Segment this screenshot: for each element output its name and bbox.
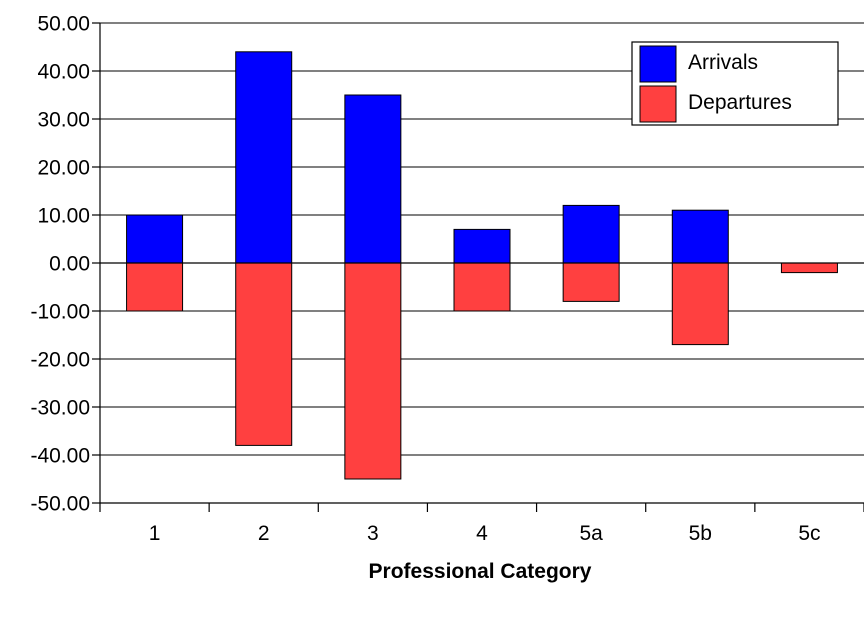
bar-arrivals-5a — [562, 204, 620, 264]
y-tick-label: 20.00 — [37, 157, 90, 180]
legend: Arrivals Departures — [631, 41, 839, 126]
legend-label-arrivals: Arrivals — [688, 51, 758, 74]
x-tick-label: 1 — [149, 522, 161, 545]
x-tick-labels: 1 2 3 4 5a 5b 5c — [149, 522, 821, 545]
bar-departures-5c — [780, 262, 838, 274]
y-tick-label: -10.00 — [30, 301, 90, 324]
bar-arrivals-5b — [671, 209, 729, 264]
y-tick-label: -50.00 — [30, 493, 90, 516]
y-tick-label: 50.00 — [37, 13, 90, 36]
y-tick-labels: 50.00 40.00 30.00 20.00 10.00 0.00 -10.00 -20.0… — [30, 13, 90, 516]
bar-departures-2 — [235, 262, 293, 446]
x-tick-label: 2 — [258, 522, 270, 545]
bar-departures-4 — [453, 262, 511, 312]
legend-swatch-arrivals — [639, 45, 677, 83]
x-axis-title: Professional Category — [369, 560, 592, 583]
bar-departures-5a — [562, 262, 620, 302]
bar-departures-5b — [671, 262, 729, 346]
bar-departures-1 — [126, 262, 184, 312]
bar-arrivals-4 — [453, 228, 511, 264]
x-tick-label: 5c — [798, 522, 820, 545]
axes — [92, 22, 864, 512]
y-tick-label: -40.00 — [30, 445, 90, 468]
y-tick-label: 0.00 — [49, 253, 90, 276]
x-tick-label: 4 — [476, 522, 488, 545]
legend-swatch-departures — [639, 85, 677, 123]
x-tick-label: 5b — [689, 522, 712, 545]
y-tick-label: -30.00 — [30, 397, 90, 420]
y-tick-label: 40.00 — [37, 61, 90, 84]
bars — [126, 51, 838, 480]
x-tick-label: 3 — [367, 522, 379, 545]
y-tick-label: 10.00 — [37, 205, 90, 228]
bar-arrivals-1 — [126, 214, 184, 264]
legend-label-departures: Departures — [688, 91, 792, 114]
bar-arrivals-2 — [235, 51, 293, 264]
y-tick-label: -20.00 — [30, 349, 90, 372]
y-tick-label: 30.00 — [37, 109, 90, 132]
bar-arrivals-3 — [344, 94, 402, 264]
bar-departures-3 — [344, 262, 402, 480]
x-tick-label: 5a — [579, 522, 603, 545]
